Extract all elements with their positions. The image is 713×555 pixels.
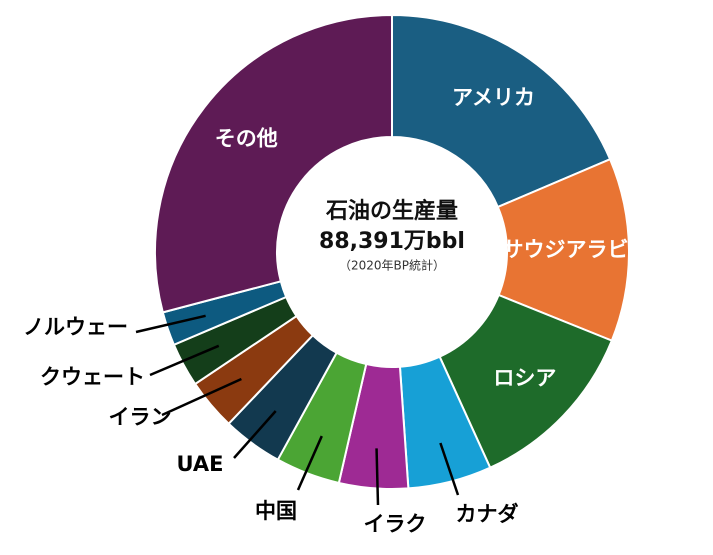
leader-line <box>296 435 323 491</box>
center-title: 石油の生産量 <box>325 198 458 224</box>
slice-label: カナダ <box>456 502 519 526</box>
donut-hole <box>277 137 507 367</box>
slice-label: イラク <box>364 512 427 536</box>
slice-label: イラン <box>109 405 172 429</box>
slice-label: サウジアラビア <box>502 237 649 261</box>
leader-line <box>233 410 277 459</box>
center-note: （2020年BP統計） <box>339 258 445 273</box>
slice-label: 中国 <box>255 499 297 523</box>
leader-line <box>149 344 220 377</box>
slice-label: ノルウェー <box>23 315 128 339</box>
slice-label: ロシア <box>493 366 556 390</box>
leader-line <box>375 448 380 506</box>
slice-label: UAE <box>176 452 223 476</box>
slice-label: その他 <box>215 127 278 151</box>
slice-label: アメリカ <box>452 86 535 110</box>
slice-label: クウェート <box>40 365 145 389</box>
leader-line <box>135 314 206 334</box>
leader-line <box>439 442 460 496</box>
center-value: 88,391万bbl <box>319 229 465 254</box>
leader-line <box>161 377 242 417</box>
